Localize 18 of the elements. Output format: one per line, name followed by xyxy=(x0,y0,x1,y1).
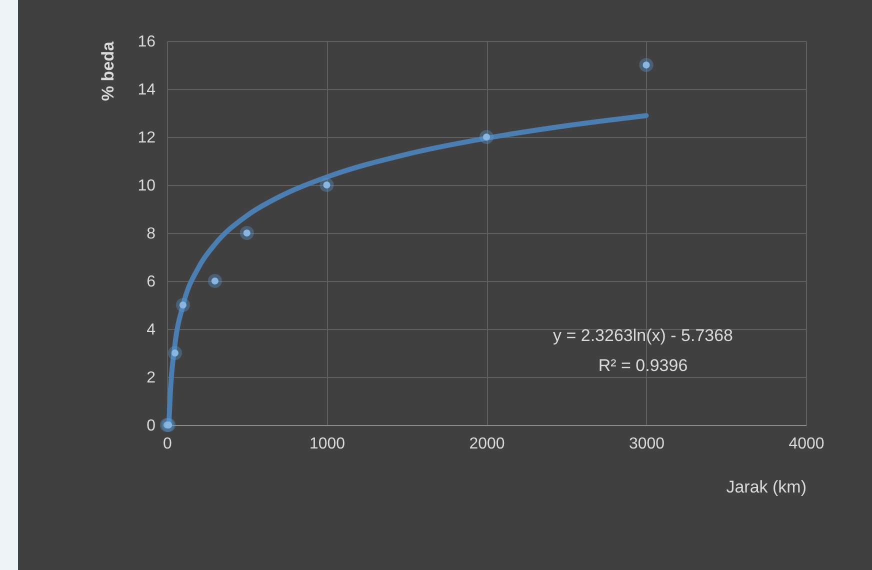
annotation: y = 2.3263ln(x) - 5.7368 xyxy=(552,326,734,345)
y-tick-label: 12 xyxy=(138,130,156,146)
y-tick-label: 10 xyxy=(138,178,156,194)
y-tick-label: 2 xyxy=(146,370,156,386)
y-tick-label: 14 xyxy=(138,82,156,98)
x-axis-title: Jarak (km) xyxy=(726,478,806,496)
y-tick-label: 8 xyxy=(146,226,156,242)
y-tick-label: 0 xyxy=(146,418,156,434)
y-axis-title: % beda xyxy=(98,40,118,102)
x-tick-label: 3000 xyxy=(628,436,665,452)
x-tick-label: 1000 xyxy=(309,436,346,452)
x-tick-label: 4000 xyxy=(788,436,824,452)
x-tick-label: 0 xyxy=(163,436,172,452)
y-tick-label: 6 xyxy=(146,274,156,290)
y-tick-label: 4 xyxy=(146,322,156,338)
annotation: R² = 0.9396 xyxy=(598,356,688,375)
x-tick-label: 2000 xyxy=(469,436,505,452)
y-tick-label: 16 xyxy=(138,34,156,50)
